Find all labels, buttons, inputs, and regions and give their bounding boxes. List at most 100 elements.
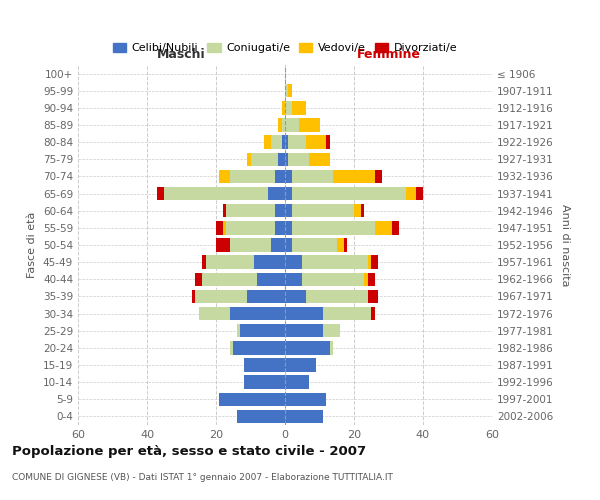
Bar — [285, 324, 323, 338]
Bar — [285, 358, 316, 372]
Bar — [285, 290, 306, 303]
Text: Popolazione per età, sesso e stato civile - 2007: Popolazione per età, sesso e stato civil… — [12, 445, 366, 458]
Bar — [223, 221, 226, 234]
Bar — [237, 324, 240, 338]
Bar — [285, 101, 292, 114]
Bar — [226, 221, 275, 234]
Bar — [299, 118, 320, 132]
Bar — [275, 204, 285, 218]
Bar — [271, 238, 285, 252]
Bar — [371, 307, 374, 320]
Bar — [199, 307, 230, 320]
Bar — [281, 101, 285, 114]
Bar — [371, 256, 378, 269]
Bar — [278, 118, 281, 132]
Bar — [230, 170, 275, 183]
Bar — [302, 272, 364, 286]
Bar — [354, 204, 361, 218]
Bar — [244, 376, 285, 389]
Bar — [247, 290, 285, 303]
Bar — [285, 118, 299, 132]
Bar — [337, 238, 344, 252]
Legend: Celibi/Nubili, Coniugati/e, Vedovi/e, Divorziati/e: Celibi/Nubili, Coniugati/e, Vedovi/e, Di… — [109, 38, 461, 58]
Bar — [278, 152, 285, 166]
Bar — [292, 221, 374, 234]
Bar — [416, 187, 423, 200]
Bar — [292, 204, 354, 218]
Bar — [285, 272, 302, 286]
Bar — [196, 272, 202, 286]
Bar — [361, 204, 364, 218]
Bar — [285, 136, 289, 149]
Bar — [374, 170, 382, 183]
Y-axis label: Anni di nascita: Anni di nascita — [560, 204, 570, 286]
Bar — [289, 152, 309, 166]
Bar — [240, 324, 285, 338]
Bar — [202, 272, 257, 286]
Bar — [364, 272, 368, 286]
Bar — [244, 358, 285, 372]
Bar — [196, 290, 247, 303]
Bar — [292, 170, 334, 183]
Bar — [202, 256, 206, 269]
Bar — [275, 221, 285, 234]
Bar — [285, 221, 292, 234]
Bar — [285, 170, 292, 183]
Bar — [230, 238, 271, 252]
Bar — [289, 136, 306, 149]
Bar — [292, 238, 337, 252]
Bar — [285, 341, 330, 354]
Bar — [257, 272, 285, 286]
Bar — [164, 187, 268, 200]
Bar — [292, 187, 406, 200]
Bar — [220, 392, 285, 406]
Bar — [285, 238, 292, 252]
Bar — [216, 238, 230, 252]
Bar — [334, 170, 374, 183]
Bar — [223, 204, 226, 218]
Bar — [206, 256, 254, 269]
Bar — [309, 152, 330, 166]
Bar — [254, 256, 285, 269]
Bar — [285, 256, 302, 269]
Bar — [323, 324, 340, 338]
Bar — [285, 152, 289, 166]
Bar — [406, 187, 416, 200]
Bar — [220, 170, 230, 183]
Bar — [281, 136, 285, 149]
Text: Femmine: Femmine — [356, 48, 421, 62]
Bar — [281, 118, 285, 132]
Bar — [292, 101, 306, 114]
Bar — [230, 341, 233, 354]
Bar — [226, 204, 275, 218]
Bar — [302, 256, 368, 269]
Bar — [285, 307, 323, 320]
Bar — [289, 84, 292, 98]
Bar — [306, 290, 368, 303]
Bar — [285, 187, 292, 200]
Bar — [237, 410, 285, 423]
Bar — [368, 256, 371, 269]
Bar — [216, 221, 223, 234]
Bar — [326, 136, 330, 149]
Bar — [306, 136, 326, 149]
Bar — [271, 136, 281, 149]
Bar — [192, 290, 196, 303]
Bar — [268, 187, 285, 200]
Bar — [285, 410, 323, 423]
Bar — [247, 152, 251, 166]
Bar — [368, 290, 378, 303]
Bar — [285, 204, 292, 218]
Bar — [265, 136, 271, 149]
Bar — [157, 187, 164, 200]
Bar — [330, 341, 334, 354]
Y-axis label: Fasce di età: Fasce di età — [28, 212, 37, 278]
Bar — [233, 341, 285, 354]
Bar — [344, 238, 347, 252]
Bar — [285, 392, 326, 406]
Text: Maschi: Maschi — [157, 48, 206, 62]
Bar — [275, 170, 285, 183]
Bar — [374, 221, 392, 234]
Bar — [392, 221, 399, 234]
Bar — [285, 84, 289, 98]
